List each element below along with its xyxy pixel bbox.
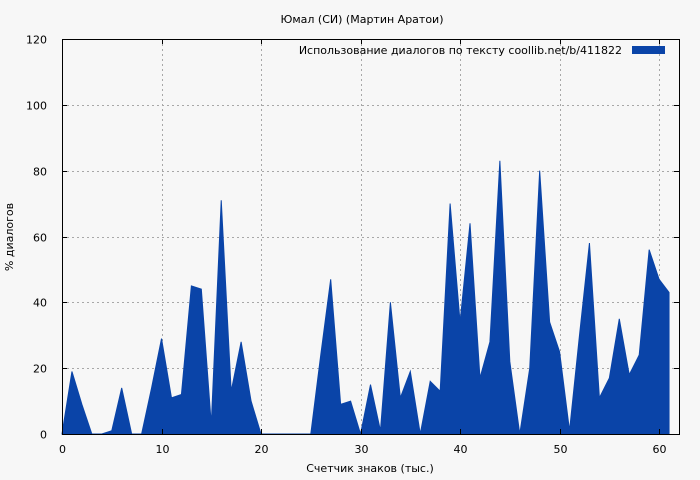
y-tick-label: 100 — [26, 100, 47, 113]
y-tick-label: 0 — [40, 429, 47, 442]
x-tick-label: 10 — [156, 443, 170, 456]
y-tick-label: 40 — [33, 297, 47, 310]
y-tick-label: 120 — [26, 34, 47, 47]
grid-lines — [62, 39, 679, 434]
y-tick-label: 60 — [33, 232, 47, 245]
plot-frame — [62, 39, 680, 435]
legend: Использование диалогов по тексту coollib… — [299, 44, 665, 57]
y-tick-label: 80 — [33, 166, 47, 179]
x-tick-label: 40 — [454, 443, 468, 456]
x-tick-label: 50 — [554, 443, 568, 456]
y-axis-label: % диалогов — [3, 203, 16, 271]
y-tick-label: 20 — [33, 363, 47, 376]
chart-title: Юмал (СИ) (Мартин Аратои) — [280, 13, 443, 26]
x-tick-label: 30 — [355, 443, 369, 456]
x-tick-label: 0 — [59, 443, 66, 456]
x-axis-label: Счетчик знаков (тыс.) — [306, 462, 434, 475]
x-tick-label: 60 — [653, 443, 667, 456]
dialogue-area-series — [61, 160, 670, 435]
legend-swatch — [632, 46, 665, 54]
x-tick-label: 20 — [255, 443, 269, 456]
legend-label: Использование диалогов по тексту coollib… — [299, 44, 622, 57]
